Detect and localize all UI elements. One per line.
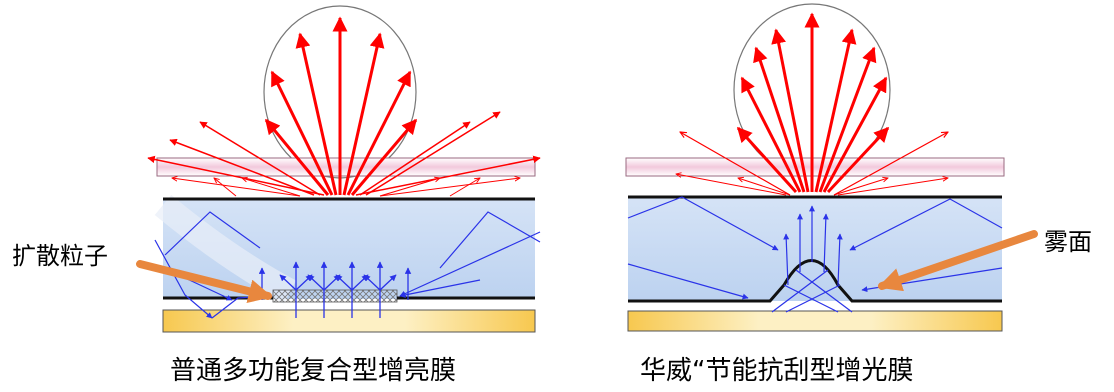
diffusion-particles-label: 扩散粒子 (12, 242, 108, 270)
left-caption: 普通多功能复合型增亮膜 (170, 356, 457, 386)
left-annotation-arrow (136, 260, 273, 303)
right-blue-film (628, 197, 1002, 301)
left-red-rays (147, 16, 541, 197)
left-particle-scatter-rays (258, 261, 412, 318)
left-diffusion-particle-layer (272, 289, 398, 303)
left-panel (136, 5, 541, 333)
right-top-pink-film (625, 157, 1005, 177)
right-blue-rays (627, 196, 1003, 313)
matte-surface-label: 雾面 (1044, 228, 1092, 256)
left-bottom-film (162, 309, 536, 333)
right-annotation-arrow (877, 230, 1038, 292)
right-red-rays (676, 12, 948, 196)
left-blue-rays (154, 211, 541, 319)
right-caption: 华威“节能抗刮型增光膜 (640, 356, 914, 386)
right-panel (625, 3, 1038, 332)
left-top-pink-film (156, 157, 536, 177)
right-bottom-film (627, 310, 1003, 332)
